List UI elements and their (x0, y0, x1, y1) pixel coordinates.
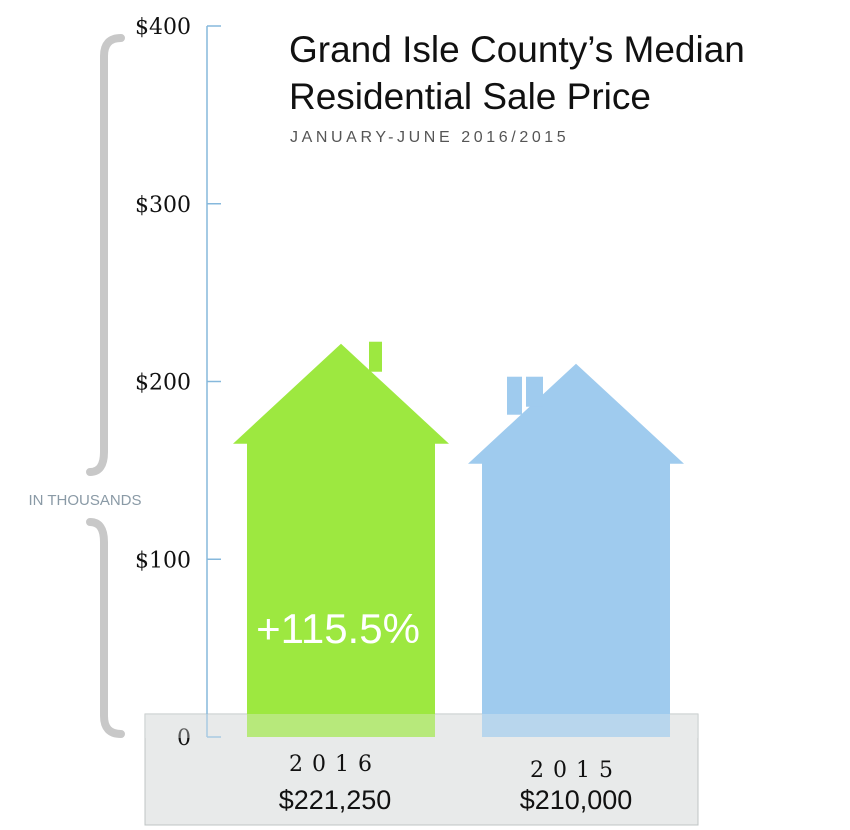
y-tick-label: $400 (135, 15, 191, 40)
bar-2015 (468, 363, 684, 737)
change-annotation: +115.5% (256, 605, 420, 652)
y-tick-label: 0 (177, 726, 191, 751)
unit-label: IN THOUSANDS (28, 492, 141, 509)
chimney-2016 (369, 341, 382, 372)
chimney-2015 (507, 376, 522, 415)
chart-title-line-2: Residential Sale Price (289, 76, 651, 117)
y-axis: 0 $100 $200 $300 $400 (135, 15, 221, 751)
baseline-overlay (145, 714, 698, 738)
unit-bracket-upper (86, 34, 125, 476)
chart-subtitle: JANUARY-JUNE 2016/2015 (290, 129, 569, 146)
bars (145, 341, 698, 738)
unit-bracket-lower (86, 518, 125, 738)
value-label-2015: $210,000 (520, 785, 633, 815)
category-label-2015: 2015 (530, 758, 622, 783)
chimney-2015 (526, 376, 543, 407)
y-tick-label: $200 (135, 371, 191, 396)
bar-2016 (233, 343, 449, 737)
value-label-2016: $221,250 (279, 785, 392, 815)
unit-bracket (86, 34, 125, 738)
chart-title-line-1: Grand Isle County’s Median (289, 29, 745, 70)
y-tick-label: $100 (135, 548, 191, 573)
category-label-2016: 2016 (289, 752, 381, 777)
y-tick-label: $300 (135, 193, 191, 218)
